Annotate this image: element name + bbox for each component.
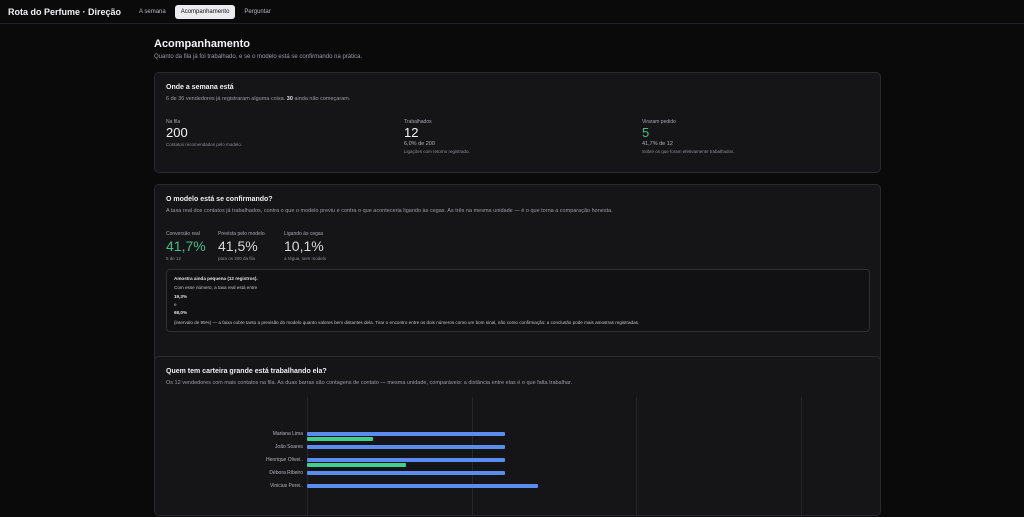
sample-and: e [174,302,177,307]
confirm-card: O modelo está se confirmando? A taxa rea… [154,184,881,369]
chart-category-label: Henrique Olivei.. [266,457,303,463]
sample-footer: (intervalo de 95%) — a faixa cobre tanto… [174,320,640,325]
stat-label: Viraram pedido [642,119,676,125]
stat-label: Prevista pelo modelo [218,231,265,237]
stat-value: 12 [404,125,419,140]
portfolio-card: Quem tem carteira grande está trabalhand… [154,356,882,517]
week-card: Onde a semana está 6 de 36 vendedores já… [154,72,881,173]
stat-value: 10,1% [284,238,324,254]
stat-prevista: Prevista pelo modelo 41,5% para os 200 d… [218,231,265,261]
sample-line: Com esse número, a taxa real está entre [174,285,258,290]
stat-conversao-real: Conversão real 41,7% 5 de 12 [166,231,206,261]
brand-title: Rota do Perfume · Direção [8,6,122,17]
confirm-card-title: O modelo está se confirmando? [166,196,273,203]
bar-total [307,458,505,462]
portfolio-card-title: Quem tem carteira grande está trabalhand… [166,368,327,375]
sample-low: 19,3% [174,294,188,299]
bar-total [307,471,505,475]
week-card-title: Onde a semana está [166,84,234,91]
stat-note: Sobre os que foram efetivamente trabalha… [642,149,735,154]
stat-label: Conversão real [166,231,200,237]
stat-detail: 41,7% de 12 [642,141,673,147]
stat-value: 41,7% [166,238,206,254]
chart-category-label: Vinicius Perei.. [270,483,303,489]
week-card-subtitle: 6 de 36 vendedores já registraram alguma… [166,96,350,102]
stat-value: 41,5% [218,238,258,254]
bar-worked [307,463,406,467]
stat-viraram-pedido: Viraram pedido 5 41,7% de 12 Sobre os qu… [642,119,735,154]
stat-note: para os 200 da fila [218,256,256,261]
bar-worked [307,437,373,441]
chart-category-label: Débora Ribeiro [269,470,303,476]
chart-category-label: Mariana Lima [272,431,303,437]
top-nav: Rota do Perfume · Direção A semana Acomp… [0,0,1024,24]
sample-heading: Amostra ainda pequena (12 registros). [174,276,258,281]
tab-perguntar[interactable]: Perguntar [244,8,271,15]
bar-total [307,432,505,436]
stat-trabalhados: Trabalhados 12 6,0% de 200 Ligações com … [404,119,470,154]
stat-as-cegas: Ligando às cegas 10,1% a régua, sem mode… [284,231,326,261]
stat-value: 5 [642,125,650,140]
week-sub-count: 30 [286,96,293,102]
stat-label: Trabalhados [404,119,432,125]
week-sub-post: ainda não começaram. [294,96,351,102]
stat-note: 5 de 12 [166,256,182,261]
confirm-card-subtitle: A taxa real dos contatos já trabalhados,… [166,208,613,214]
stat-na-fila: Na fila 200 Contatos recomendados pelo m… [166,119,242,147]
tab-acompanhamento[interactable]: Acompanhamento [174,4,236,19]
sample-warning-box: Amostra ainda pequena (12 registros). Co… [166,269,870,332]
stat-label: Na fila [166,119,181,125]
portfolio-card-subtitle: Os 12 vendedores com mais contatos na fi… [166,380,573,386]
portfolio-bar-chart: Mariana Lima João Soares Henrique Olivei..… [155,397,882,517]
chart-gridline [307,397,308,517]
chart-category-label: João Soares [274,444,303,450]
stat-value: 200 [166,125,188,140]
page-title: Acompanhamento [154,38,250,50]
bar-total [307,484,538,488]
sample-high: 68,0% [174,310,188,315]
chart-gridline [801,397,802,517]
stat-detail: 6,0% de 200 [404,141,435,147]
chart-gridline [636,397,638,517]
stat-label: Ligando às cegas [284,231,324,237]
chart-gridline [471,397,473,517]
stat-note: Ligações com retorno registrado. [404,149,470,154]
stat-note: a régua, sem modelo [284,256,327,261]
stat-note: Contatos recomendados pelo modelo. [166,142,243,147]
page-subtitle: Quanto da fila já foi trabalhado, e se o… [154,54,363,60]
week-sub-pre: 6 de 36 vendedores já registraram alguma… [166,96,286,102]
bar-total [307,445,505,449]
tab-a-semana[interactable]: A semana [139,8,166,15]
